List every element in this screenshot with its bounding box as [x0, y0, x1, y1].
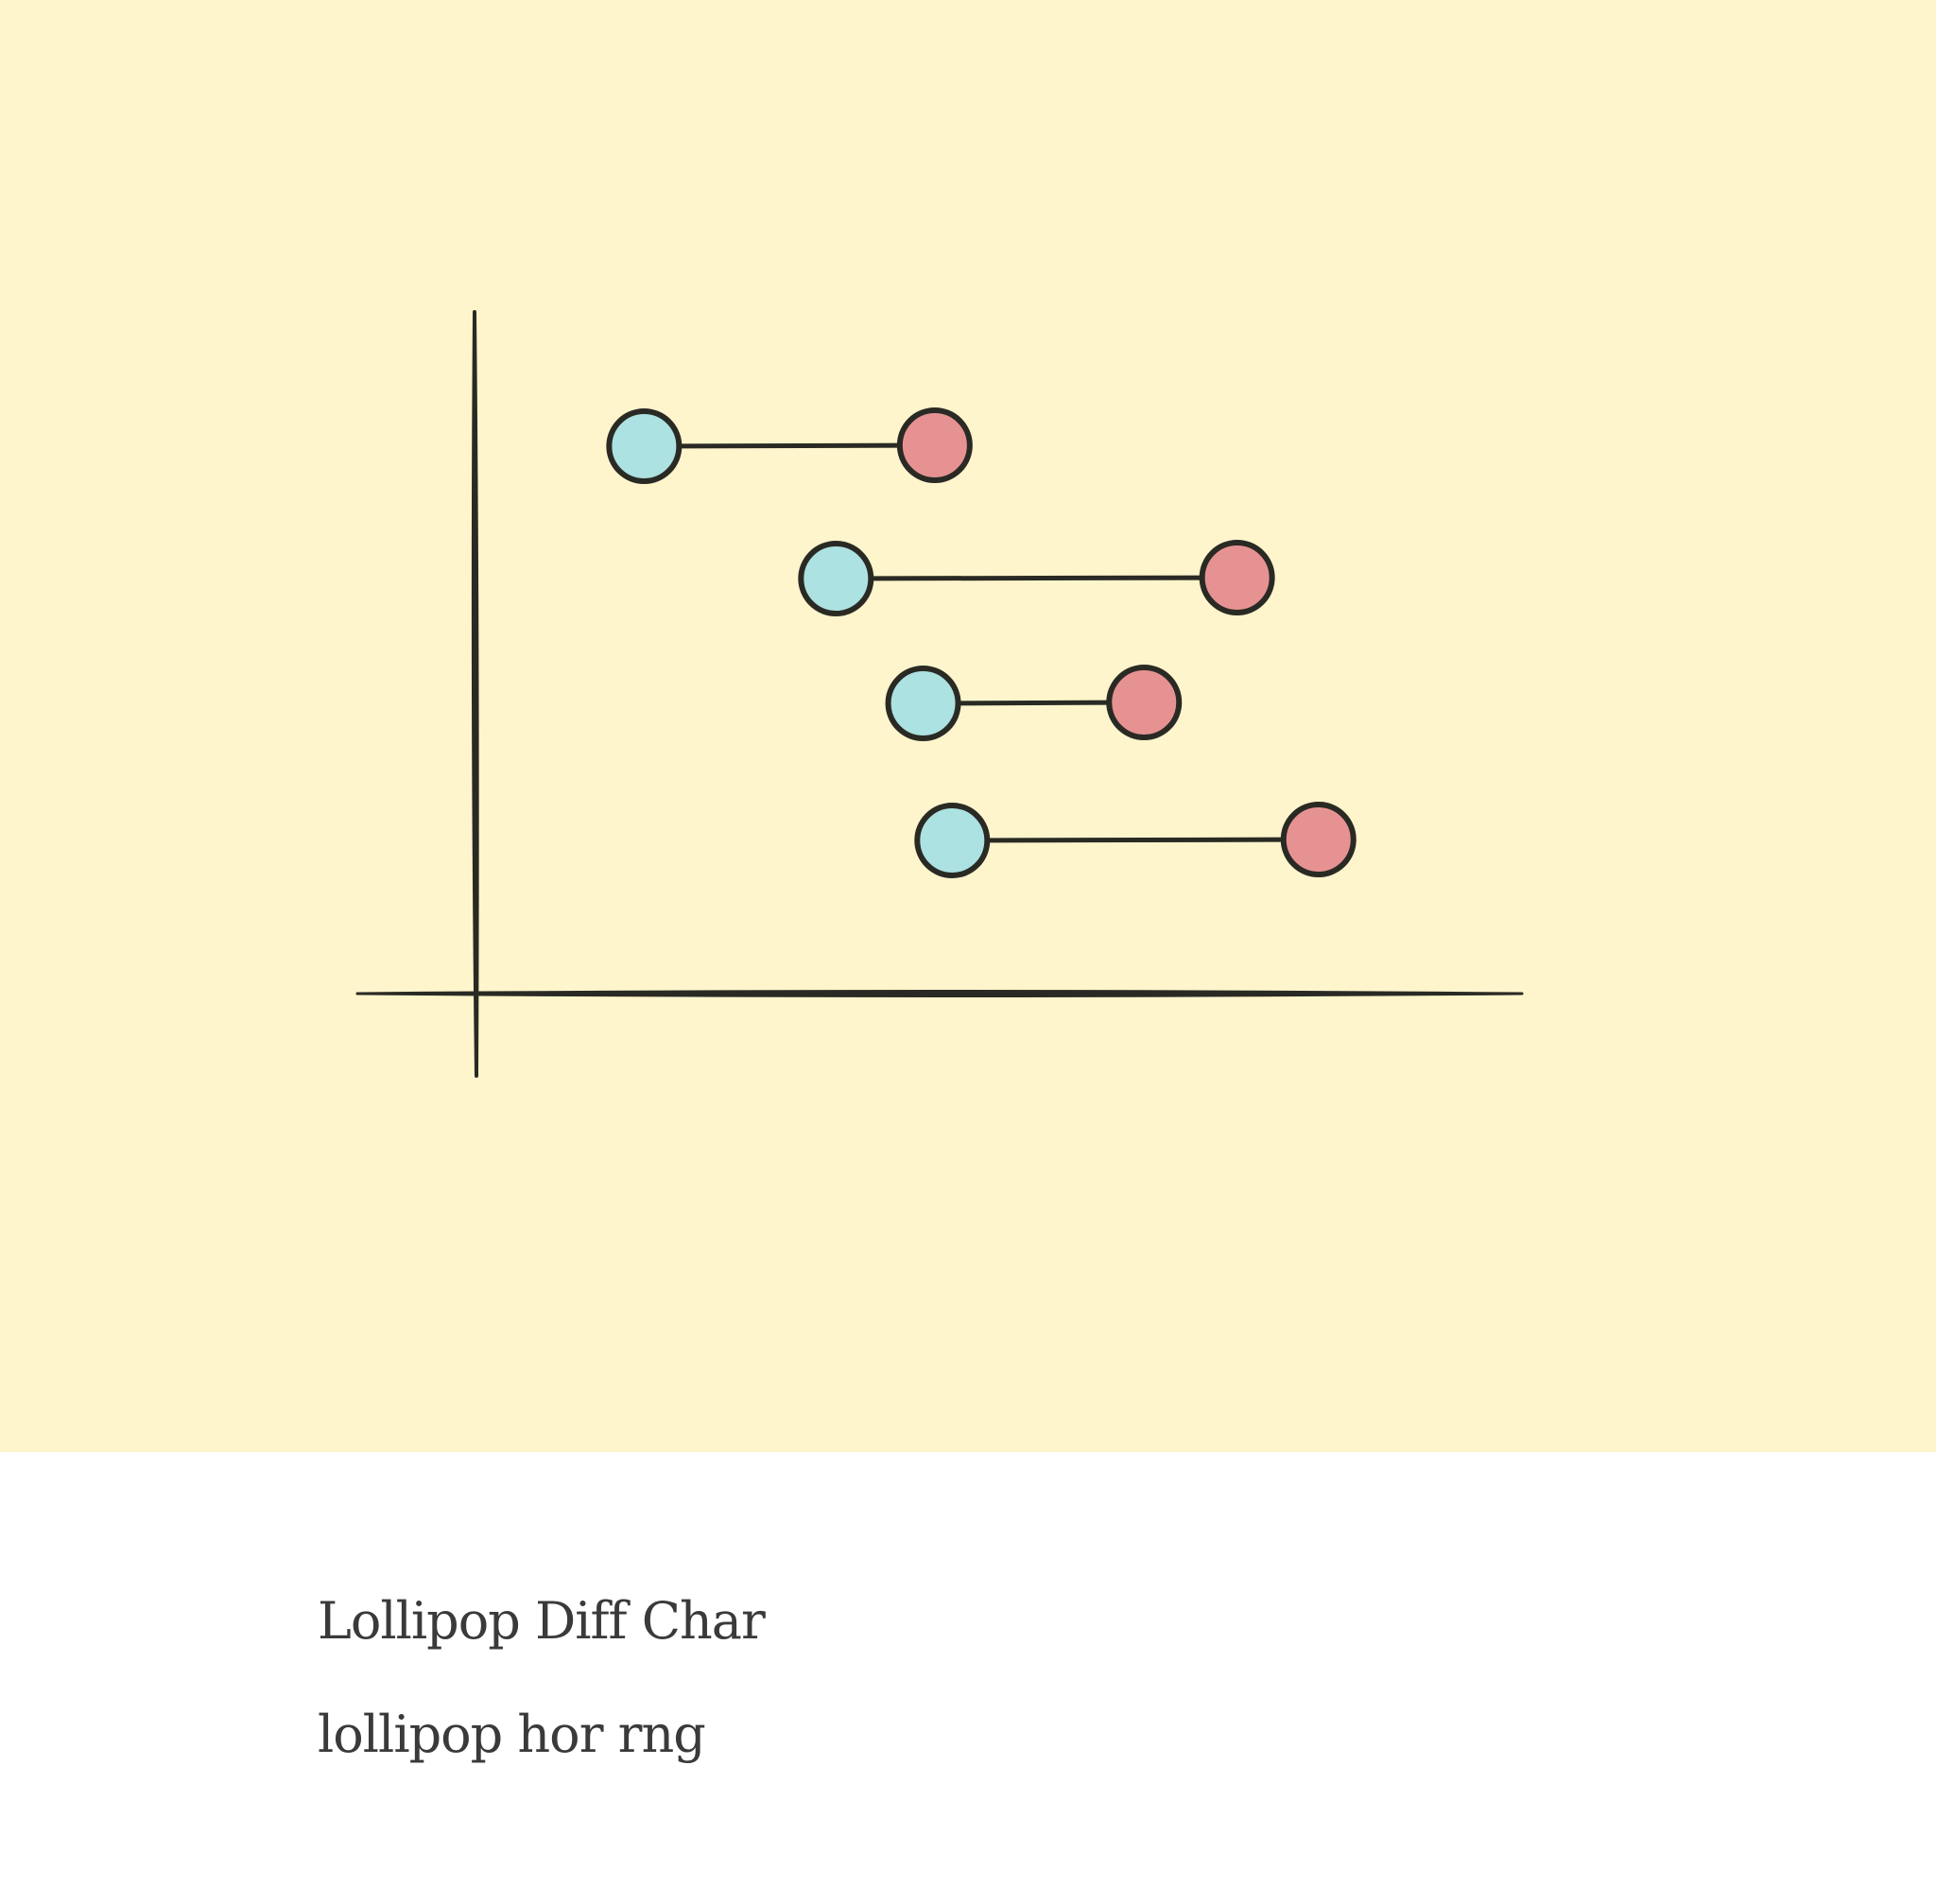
- end-dot: [1199, 540, 1275, 615]
- card-subtitle: lollipop hor rng: [318, 1705, 706, 1764]
- range-line: [833, 575, 1240, 581]
- start-dot: [885, 666, 961, 741]
- end-dot: [896, 407, 973, 483]
- lollipop-row: [606, 407, 973, 484]
- end-dot: [1106, 665, 1183, 740]
- lollipop-row: [798, 540, 1275, 616]
- chart-thumbnail[interactable]: [0, 0, 1936, 1452]
- range-line: [949, 837, 1322, 843]
- lollipop-chart-illustration: [355, 310, 1524, 1078]
- y-axis: [471, 310, 479, 1078]
- lollipop-row: [885, 665, 1183, 741]
- lollipop-rows: [606, 407, 1357, 878]
- axes: [355, 310, 1524, 1078]
- start-dot: [798, 541, 874, 616]
- x-axis: [355, 990, 1524, 997]
- start-dot: [606, 408, 683, 484]
- range-line: [641, 442, 938, 449]
- lollipop-row: [914, 802, 1357, 878]
- card-title[interactable]: Lollipop Diff Char: [318, 1591, 766, 1651]
- start-dot: [914, 803, 991, 878]
- caption: Lollipop Diff Char lollipop hor rng: [318, 1588, 1641, 1768]
- end-dot: [1280, 802, 1357, 877]
